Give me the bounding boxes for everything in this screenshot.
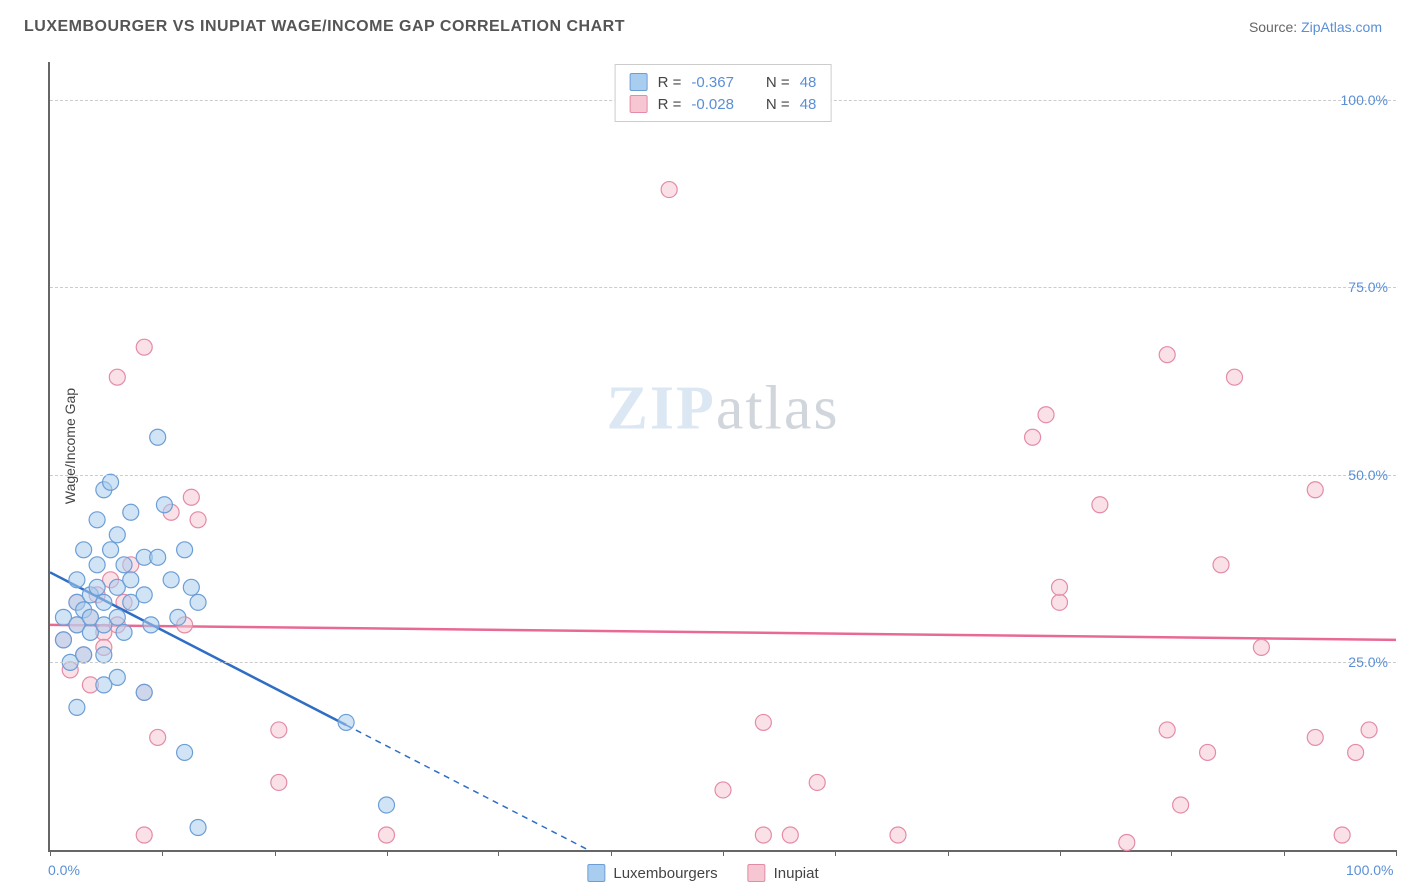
gridline: [50, 662, 1396, 663]
scatter-svg: [50, 62, 1396, 850]
x-tick-mark: [275, 850, 276, 856]
x-tick-mark: [723, 850, 724, 856]
legend-stat-row: R = -0.028 N = 48: [630, 93, 817, 115]
stat-n-label: N =: [766, 74, 790, 91]
legend-swatch: [748, 864, 766, 882]
x-tick-label: 100.0%: [1346, 862, 1393, 878]
y-tick-label: 25.0%: [1348, 654, 1388, 670]
legend-item: Luxembourgers: [587, 864, 717, 882]
source-attribution: Source: ZipAtlas.com: [1249, 19, 1382, 35]
x-tick-mark: [162, 850, 163, 856]
x-tick-mark: [1396, 850, 1397, 856]
x-tick-mark: [611, 850, 612, 856]
x-tick-mark: [1060, 850, 1061, 856]
legend-label: Inupiat: [774, 865, 819, 882]
stat-r-label: R =: [658, 74, 682, 91]
legend-swatch: [630, 95, 648, 113]
chart-area: ZIPatlas R =-0.367N =48R =-0.028N =48 25…: [48, 62, 1396, 852]
x-tick-mark: [948, 850, 949, 856]
x-tick-mark: [1171, 850, 1172, 856]
stat-r-value: -0.028: [691, 96, 734, 113]
stat-n-label: N =: [766, 96, 790, 113]
gridline: [50, 475, 1396, 476]
legend-swatch: [630, 73, 648, 91]
x-tick-mark: [498, 850, 499, 856]
stat-n-value: 48: [800, 96, 817, 113]
y-tick-label: 50.0%: [1348, 467, 1388, 483]
x-tick-mark: [387, 850, 388, 856]
legend-label: Luxembourgers: [613, 865, 717, 882]
chart-title: LUXEMBOURGER VS INUPIAT WAGE/INCOME GAP …: [24, 18, 625, 36]
y-tick-label: 75.0%: [1348, 279, 1388, 295]
plot-area: ZIPatlas R =-0.367N =48R =-0.028N =48 25…: [48, 62, 1396, 852]
x-tick-mark: [835, 850, 836, 856]
x-tick-mark: [50, 850, 51, 856]
stat-n-value: 48: [800, 74, 817, 91]
legend-stat-row: R = -0.367 N = 48: [630, 71, 817, 93]
stat-r-value: -0.367: [691, 74, 734, 91]
correlation-legend: R = -0.367 N = 48 R = -0.028 N = 48: [615, 64, 832, 122]
source-link[interactable]: ZipAtlas.com: [1301, 19, 1382, 35]
gridline: [50, 287, 1396, 288]
legend-item: Inupiat: [748, 864, 819, 882]
y-tick-label: 100.0%: [1341, 92, 1388, 108]
stat-r-label: R =: [658, 96, 682, 113]
legend-swatch: [587, 864, 605, 882]
series-legend: Luxembourgers Inupiat: [587, 864, 818, 882]
x-tick-mark: [1284, 850, 1285, 856]
x-tick-label: 0.0%: [48, 862, 80, 878]
